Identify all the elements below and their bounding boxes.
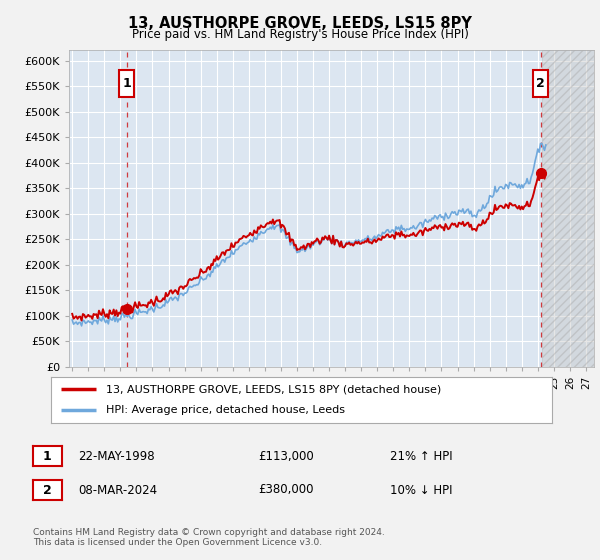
FancyBboxPatch shape — [533, 70, 548, 97]
Text: 22-MAY-1998: 22-MAY-1998 — [78, 450, 155, 463]
Text: 13, AUSTHORPE GROVE, LEEDS, LS15 8PY: 13, AUSTHORPE GROVE, LEEDS, LS15 8PY — [128, 16, 472, 31]
Text: 21% ↑ HPI: 21% ↑ HPI — [390, 450, 452, 463]
Text: 2: 2 — [536, 77, 545, 90]
Text: Contains HM Land Registry data © Crown copyright and database right 2024.
This d: Contains HM Land Registry data © Crown c… — [33, 528, 385, 547]
Text: £380,000: £380,000 — [258, 483, 314, 497]
Text: 08-MAR-2024: 08-MAR-2024 — [78, 483, 157, 497]
Text: 2: 2 — [43, 483, 52, 497]
Text: 10% ↓ HPI: 10% ↓ HPI — [390, 483, 452, 497]
Text: 13, AUSTHORPE GROVE, LEEDS, LS15 8PY (detached house): 13, AUSTHORPE GROVE, LEEDS, LS15 8PY (de… — [106, 384, 442, 394]
Text: HPI: Average price, detached house, Leeds: HPI: Average price, detached house, Leed… — [106, 405, 345, 416]
Text: Price paid vs. HM Land Registry's House Price Index (HPI): Price paid vs. HM Land Registry's House … — [131, 28, 469, 41]
Text: £113,000: £113,000 — [258, 450, 314, 463]
Text: 1: 1 — [122, 77, 131, 90]
Bar — [542, 50, 594, 367]
Text: 1: 1 — [43, 450, 52, 463]
FancyBboxPatch shape — [119, 70, 134, 97]
